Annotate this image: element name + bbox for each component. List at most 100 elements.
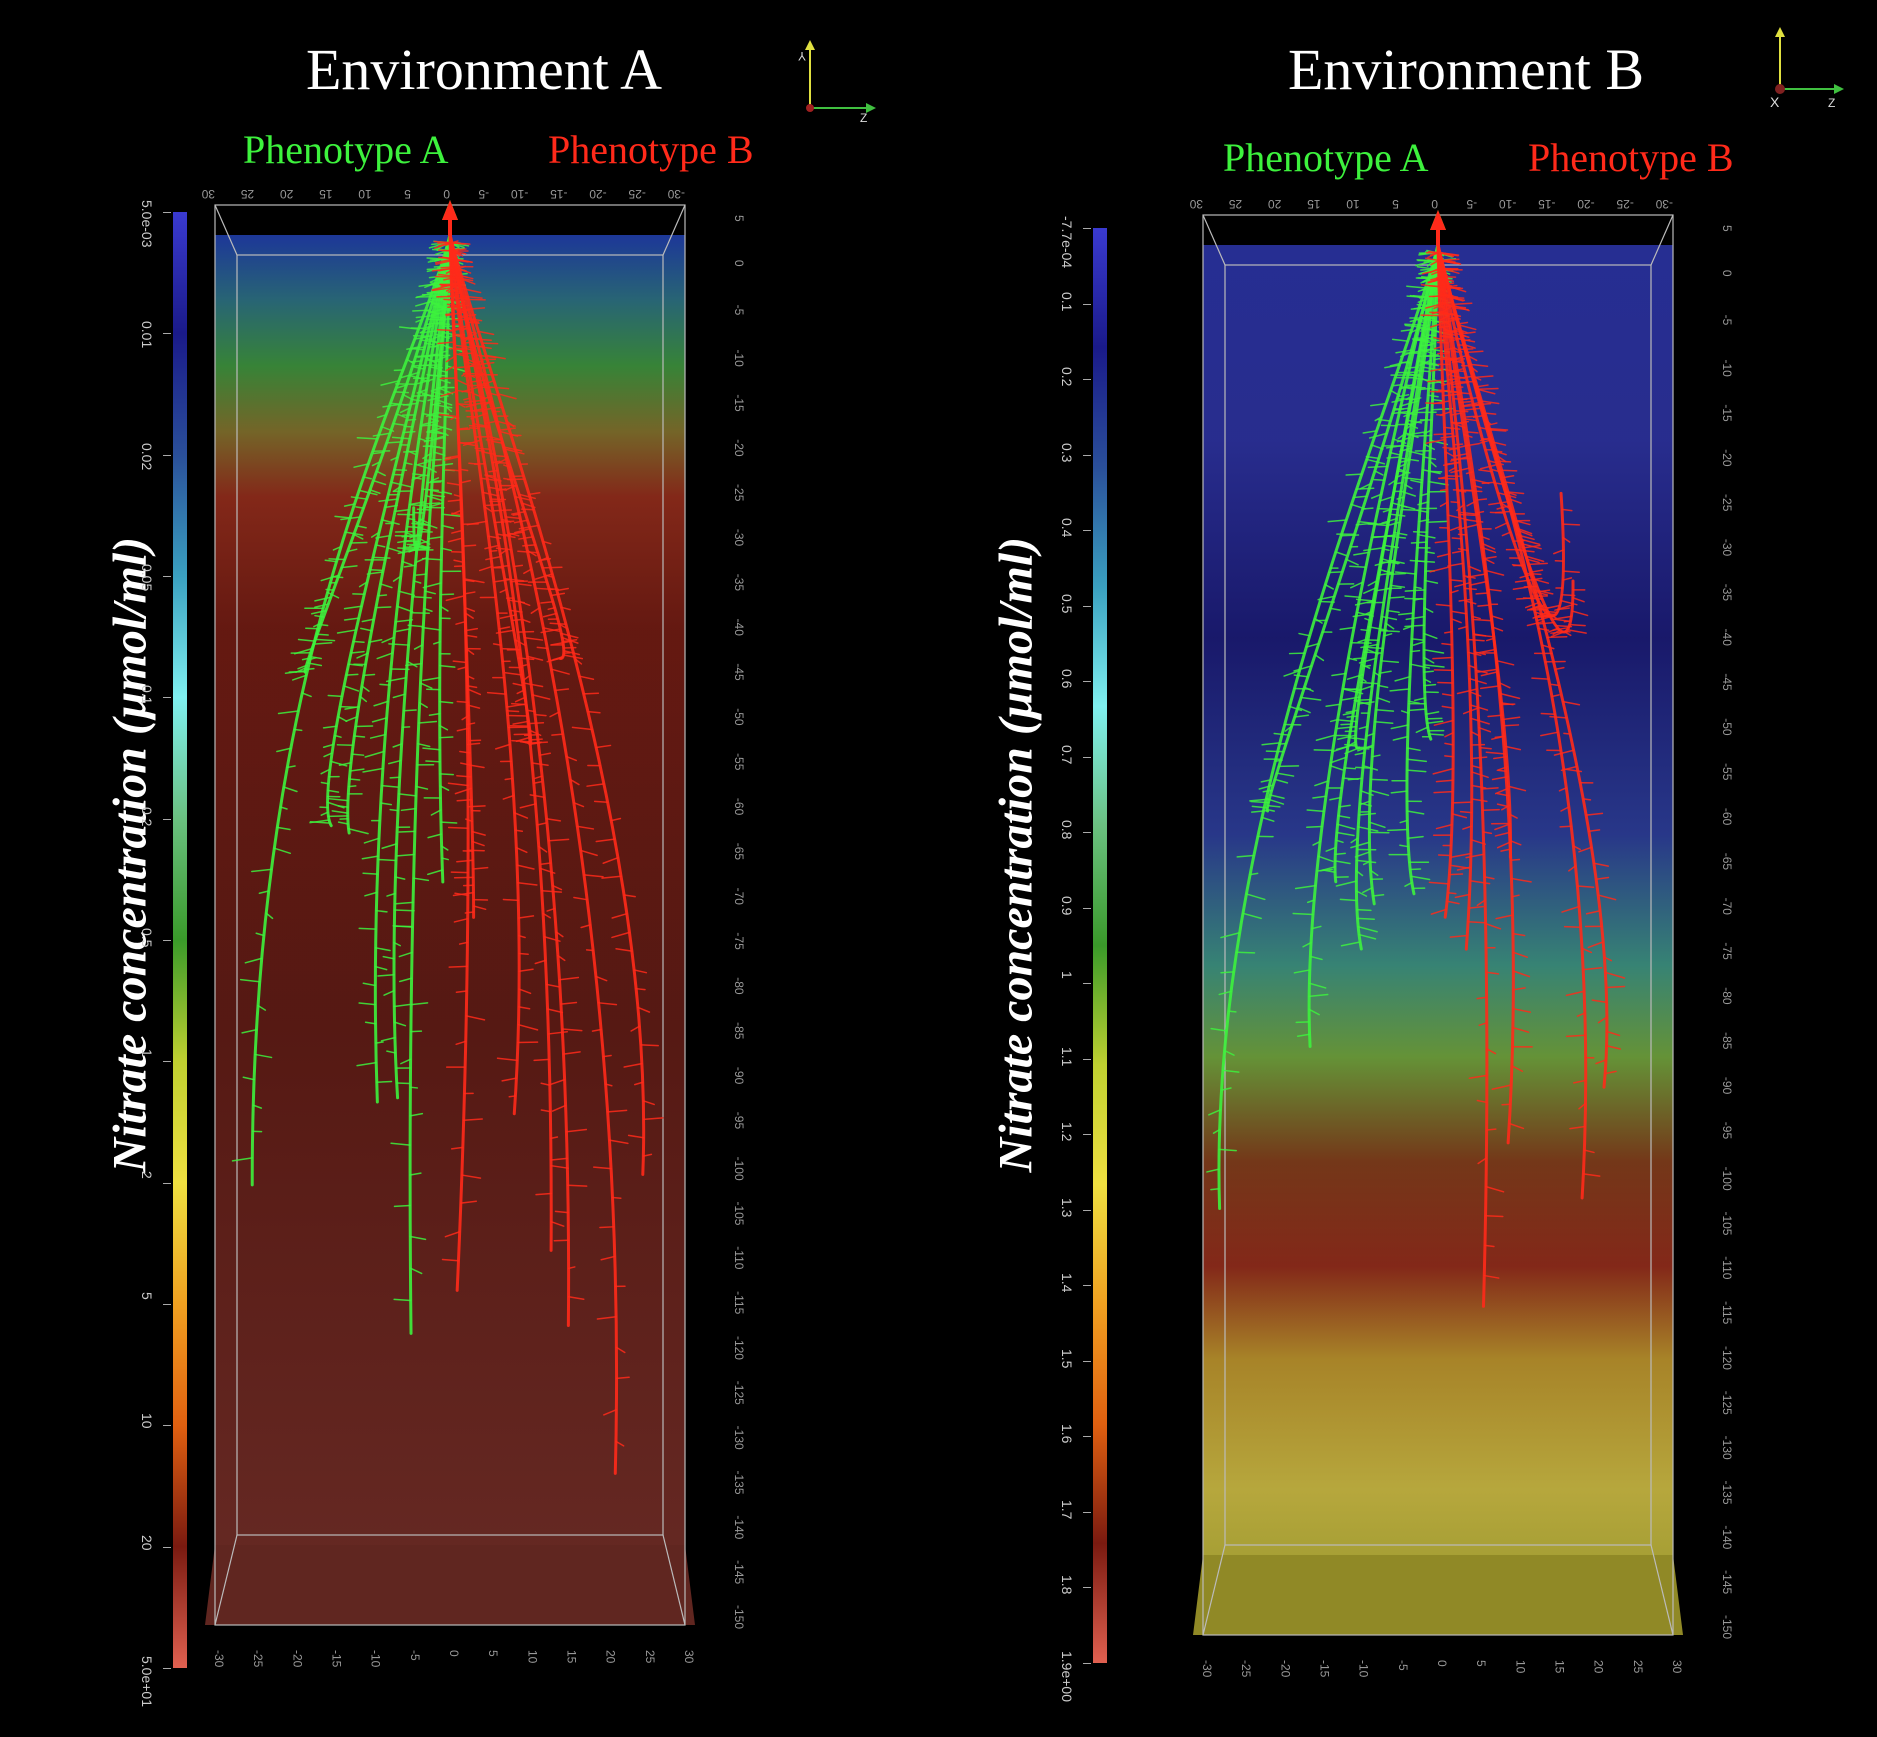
colorbar-tick-label: 1.3 [1059, 1197, 1075, 1218]
volume-floor [205, 1545, 695, 1625]
axis-tick-label: -105 [1720, 1211, 1734, 1235]
axis-tick-label: -20 [1278, 1660, 1292, 1678]
colorbar-label: Nitrate concentration (µmol/ml) [989, 536, 1043, 1173]
axis-tick-label: -65 [1720, 853, 1734, 871]
axis-tick-label: 5 [732, 215, 746, 222]
axis-tick-label: -110 [1720, 1256, 1734, 1279]
colorbar-tick-label: 1.8 [1059, 1575, 1075, 1595]
axis-tick-label: -15 [1538, 197, 1556, 211]
colorbar-tick-label: 10 [139, 1413, 155, 1429]
colorbar-tick-label: 0.4 [1059, 518, 1075, 538]
phenotype-b-roots [1420, 210, 1626, 1308]
axis-tick-label: -30 [212, 1650, 226, 1668]
colorbar-tick-label: 2 [139, 1170, 155, 1179]
colorbar-tickmark [1083, 454, 1091, 456]
nitrate-volume [215, 235, 685, 1545]
colorbar-tickmark [163, 940, 171, 941]
axis-tick-label: -20 [290, 1650, 304, 1668]
axis-tick-label: 5 [1474, 1660, 1488, 1667]
axis-tick-label: -10 [369, 1650, 383, 1668]
axis-tick-label: -140 [1720, 1525, 1734, 1549]
axis-tick-label: -140 [732, 1515, 746, 1539]
axis-tick-label: 20 [1268, 197, 1282, 211]
axis-tick-label: 5 [1720, 225, 1734, 232]
axis-tick-label: -130 [1720, 1436, 1734, 1460]
axis-tick-label: -55 [732, 753, 746, 771]
colorbar-tickmark [1083, 228, 1091, 229]
axis-tick-label: 10 [1346, 197, 1360, 211]
axis-tick-label: -10 [1720, 360, 1734, 378]
colorbar-tickmark [1083, 983, 1091, 985]
axis-tick-label: -80 [732, 977, 746, 995]
axis-tick-label: -40 [1720, 629, 1734, 647]
phenotype-b-label: Phenotype B [1528, 135, 1734, 180]
colorbar-tickmark [163, 333, 171, 335]
colorbar-tick-label: 5.0e+01 [139, 1656, 155, 1707]
axis-tick-label: -145 [1720, 1570, 1734, 1594]
axis-tick-label: -15 [732, 394, 746, 412]
colorbar-tickmark [1083, 1134, 1091, 1136]
colorbar-tick-label: 0.5 [139, 928, 155, 948]
axis-tick-label: -10 [732, 350, 746, 368]
axis-tick-label: 20 [1592, 1660, 1606, 1674]
axis-tick-label: -100 [732, 1157, 746, 1181]
phenotype-b-roots [431, 200, 664, 1475]
axis-tick-label: -5 [408, 1650, 422, 1661]
axis-tick-label: 25 [1228, 197, 1242, 211]
colorbar-tickmark [1083, 1360, 1091, 1362]
colorbar-tick-label: 1 [1059, 971, 1075, 980]
phenotype-a-roots [1206, 210, 1457, 1210]
axis-tick-label: 10 [1513, 1660, 1527, 1674]
colorbar-tick-label: 0.9 [1059, 895, 1075, 916]
axis-tick-label: -60 [732, 798, 746, 816]
axis-tick-label: -95 [732, 1112, 746, 1130]
colorbar-tickmark [1083, 605, 1091, 607]
axis-tick-label: -15 [330, 1650, 344, 1668]
axis-tick-label: -25 [732, 484, 746, 502]
axis-tick-label: 5 [1392, 197, 1399, 211]
axis-tick-label: -35 [732, 574, 746, 592]
axis-tick-label: -45 [1720, 673, 1734, 691]
axis-tick-label: -80 [1720, 987, 1734, 1005]
axis-tick-label: 30 [682, 1650, 696, 1664]
axis-tick-label: -5 [732, 305, 746, 316]
colorbar-tickmark [1083, 303, 1091, 305]
colorbar-tick-label: 0.7 [1059, 744, 1075, 765]
axis-tick-label: -150 [732, 1605, 746, 1629]
axis-tick-label: -10 [511, 187, 529, 201]
colorbar-tickmark [1083, 832, 1091, 834]
colorbar-tickmark [163, 818, 171, 820]
axis-tick-label: -20 [589, 187, 607, 201]
axis-tick-label: -95 [1720, 1122, 1734, 1140]
axis-tick-label: -55 [1720, 763, 1734, 781]
axis-tick-label: 25 [643, 1650, 657, 1664]
colorbar-tickmark [163, 1425, 171, 1427]
axis-tick-label: 5 [486, 1650, 500, 1657]
axis-tick-label: -10 [1499, 197, 1517, 211]
colorbar-tickmark [163, 576, 171, 577]
axis-tick-label: 30 [1670, 1660, 1684, 1674]
axis-tick-label: -125 [1720, 1391, 1734, 1415]
colorbar-tick-label: 0.5 [1059, 593, 1075, 614]
axis-tick-label: -135 [732, 1470, 746, 1494]
colorbar-tickmark [163, 212, 171, 213]
axis-tick-label: 0 [732, 260, 746, 267]
colorbar-tick-label: 0.2 [1059, 367, 1075, 387]
axis-tick-label: -15 [550, 187, 568, 201]
axes-orientation-icon: Y Z [798, 40, 876, 125]
colorbar-tick-label: 1.2 [1059, 1122, 1075, 1142]
axis-tick-label: -20 [732, 439, 746, 457]
colorbar-tickmark [1083, 1058, 1091, 1060]
axis-tick-label: -90 [1720, 1077, 1734, 1095]
axis-tick-label: 25 [1631, 1660, 1645, 1674]
axis-tick-label: -70 [732, 888, 746, 906]
axis-tick-label: -75 [1720, 942, 1734, 960]
axis-tick-label: 15 [1307, 197, 1321, 211]
axis-tick-label: 30 [201, 187, 215, 201]
axis-tick-label: 0 [1431, 197, 1438, 211]
axis-tick-label: 10 [525, 1650, 539, 1664]
axis-tick-label: -20 [1577, 197, 1595, 211]
axis-tick-label: -115 [1720, 1301, 1734, 1324]
colorbar-tick-label: 0.1 [1059, 291, 1075, 311]
axis-tick-label: -15 [1318, 1660, 1332, 1678]
